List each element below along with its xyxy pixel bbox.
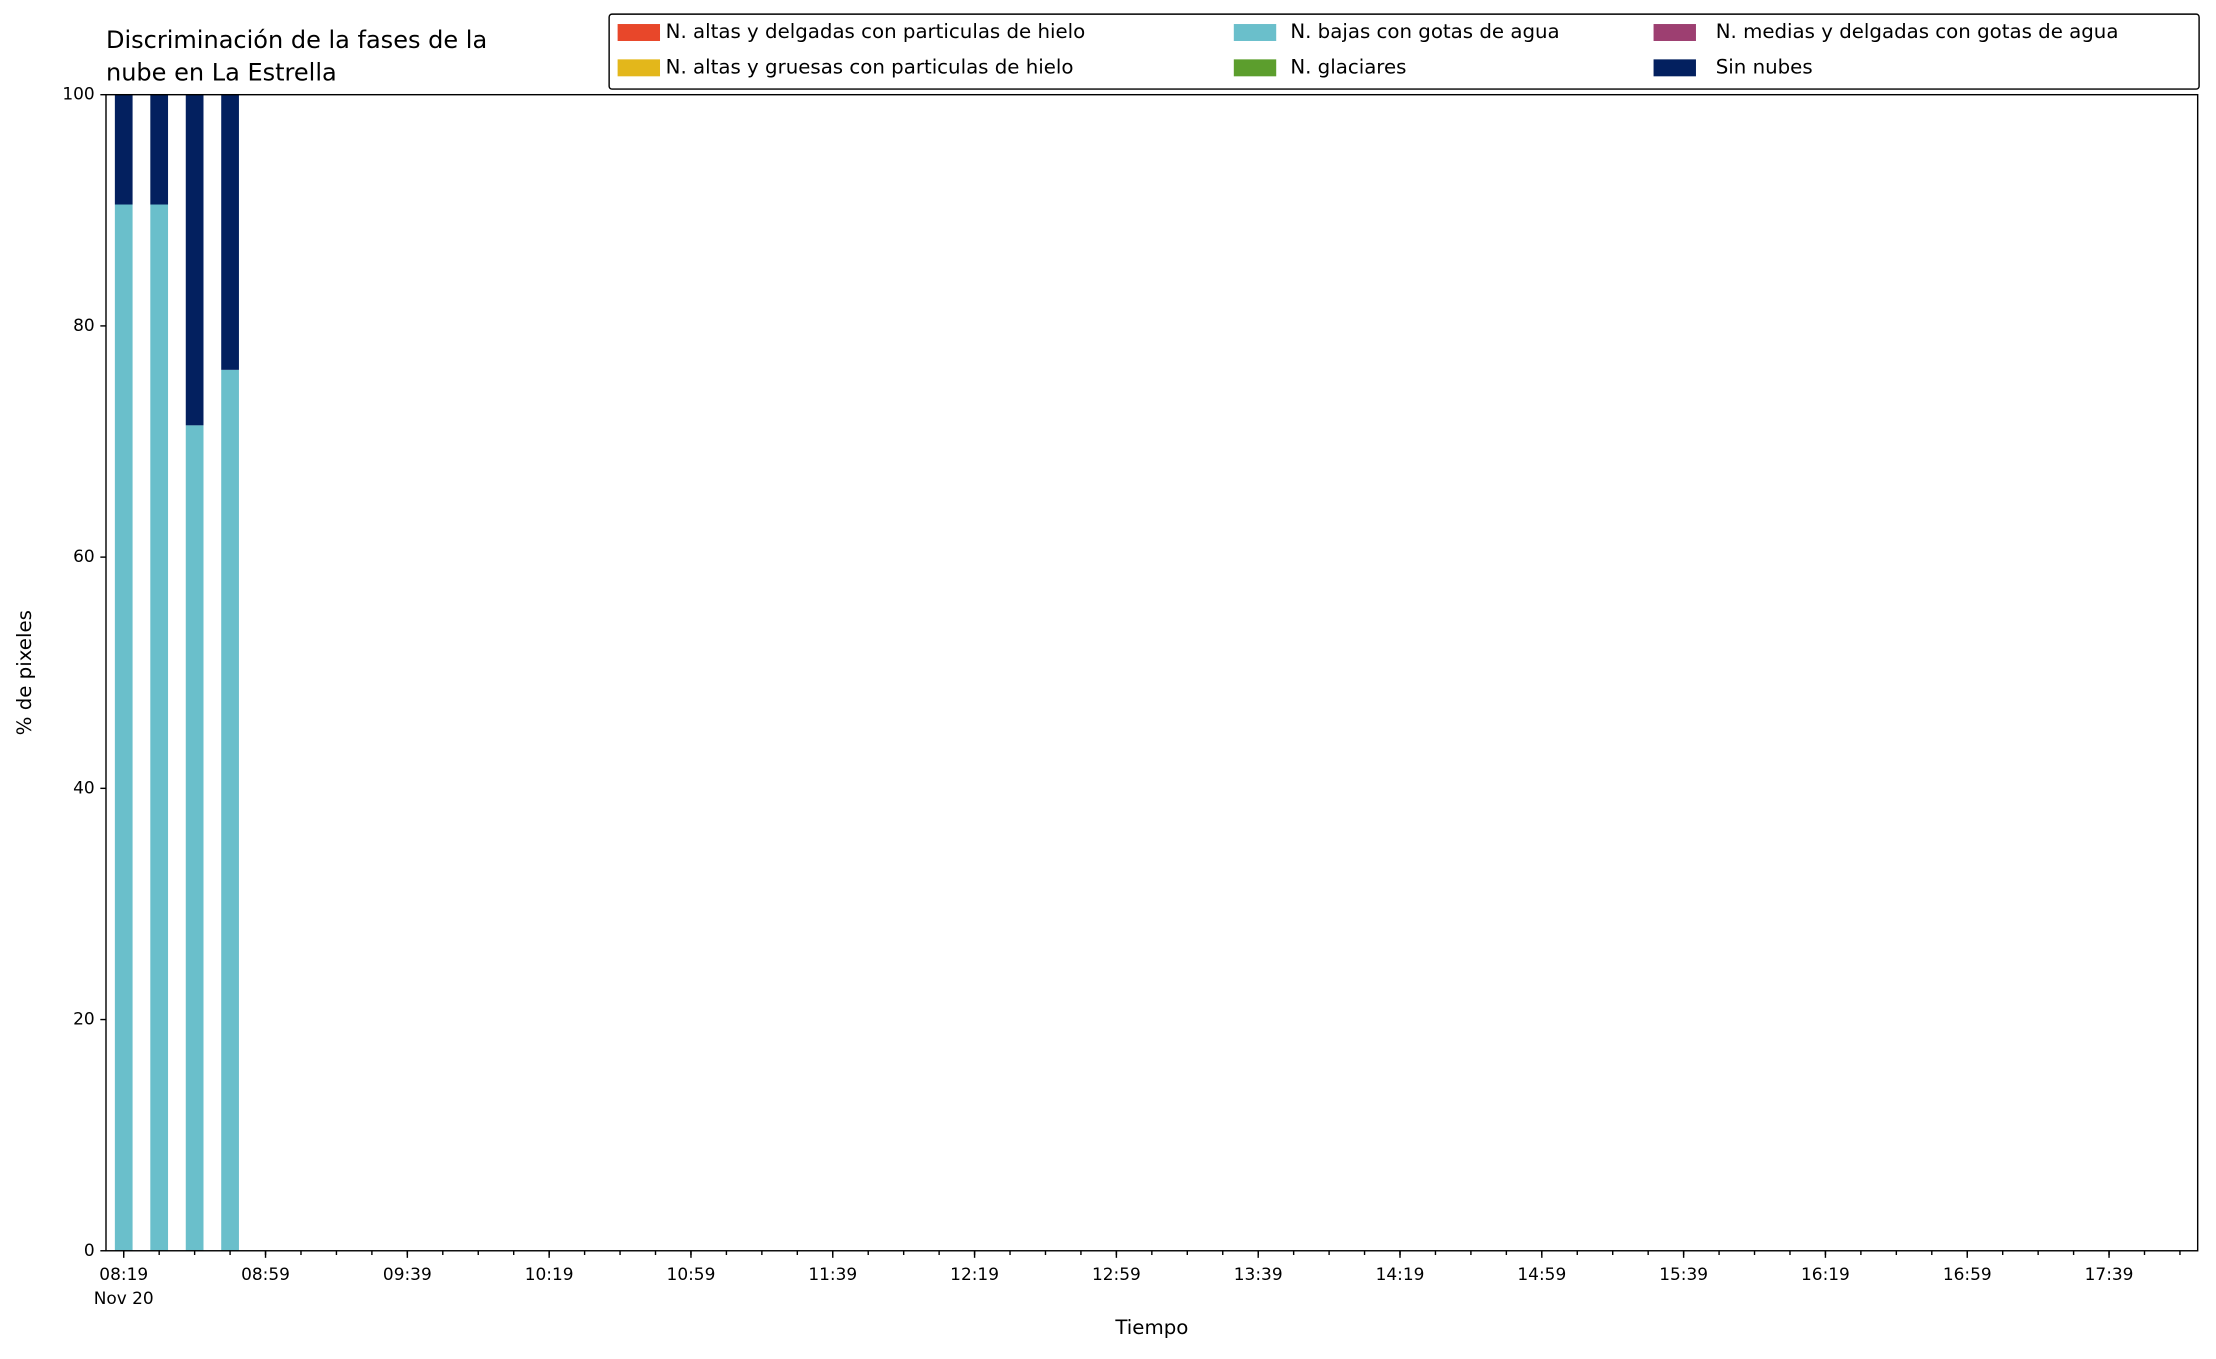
- legend-frame: [608, 13, 2200, 90]
- x-tick-label: 16:59: [1943, 1264, 1992, 1284]
- bar-segment: [221, 94, 239, 370]
- legend-swatch: [1233, 24, 1277, 41]
- x-axis-label: Tiempo: [1114, 1316, 1188, 1339]
- x-tick-label: 11:39: [808, 1264, 857, 1284]
- y-axis-label: % de pixeles: [13, 610, 36, 735]
- bar-segment: [150, 204, 169, 1251]
- y-tick-label: 20: [73, 1009, 95, 1029]
- x-offset-label: Nov 20: [94, 1288, 154, 1308]
- x-tick-label: 09:39: [383, 1264, 432, 1284]
- x-tick-label: 08:19: [99, 1264, 148, 1284]
- legend-label: N. medias y delgadas con gotas de agua: [1716, 20, 2119, 43]
- y-tick-label: 100: [62, 84, 94, 104]
- legend-label: N. glaciares: [1290, 55, 1406, 78]
- x-tick-label: 12:19: [950, 1264, 999, 1284]
- bar-segment: [185, 425, 204, 1251]
- x-tick-label: 15:39: [1659, 1264, 1708, 1284]
- bar-segment: [114, 94, 133, 205]
- legend-swatch: [1653, 59, 1696, 77]
- chart-body: Discriminación de la fases de la nube en…: [13, 13, 2200, 1339]
- bar-segment: [221, 369, 239, 1251]
- bar-segment: [185, 94, 204, 426]
- legend-swatch: [617, 59, 661, 77]
- y-tick-label: 0: [84, 1240, 95, 1260]
- plot-frame: [105, 93, 2199, 1252]
- chart-title: nube en La Estrella: [106, 58, 337, 86]
- legend-label: N. altas y delgadas con particulas de hi…: [666, 20, 1086, 43]
- legend-swatch: [1233, 59, 1277, 77]
- y-tick-label: 80: [73, 315, 95, 335]
- legend-swatch: [1653, 24, 1696, 41]
- bar-segment: [114, 204, 133, 1251]
- legend: N. altas y delgadas con particulas de hi…: [608, 13, 2200, 90]
- x-tick-label: 10:19: [525, 1264, 574, 1284]
- legend-label: N. altas y gruesas con particulas de hie…: [666, 55, 1074, 78]
- x-tick-label: 14:19: [1376, 1264, 1425, 1284]
- x-tick-label: 17:39: [2085, 1264, 2134, 1284]
- legend-swatch: [617, 24, 661, 41]
- x-tick-label: 14:59: [1517, 1264, 1566, 1284]
- legend-label: N. bajas con gotas de agua: [1290, 20, 1559, 43]
- x-tick-label: 13:39: [1234, 1264, 1283, 1284]
- y-tick-label: 60: [73, 546, 95, 566]
- chart-title: Discriminación de la fases de la: [106, 26, 487, 54]
- x-tick-label: 10:59: [667, 1264, 716, 1284]
- y-tick-label: 40: [73, 777, 95, 797]
- bar-segment: [150, 94, 169, 205]
- x-tick-label: 16:19: [1801, 1264, 1850, 1284]
- legend-label: Sin nubes: [1716, 55, 1813, 78]
- x-tick-label: 08:59: [241, 1264, 290, 1284]
- x-tick-label: 12:59: [1092, 1264, 1141, 1284]
